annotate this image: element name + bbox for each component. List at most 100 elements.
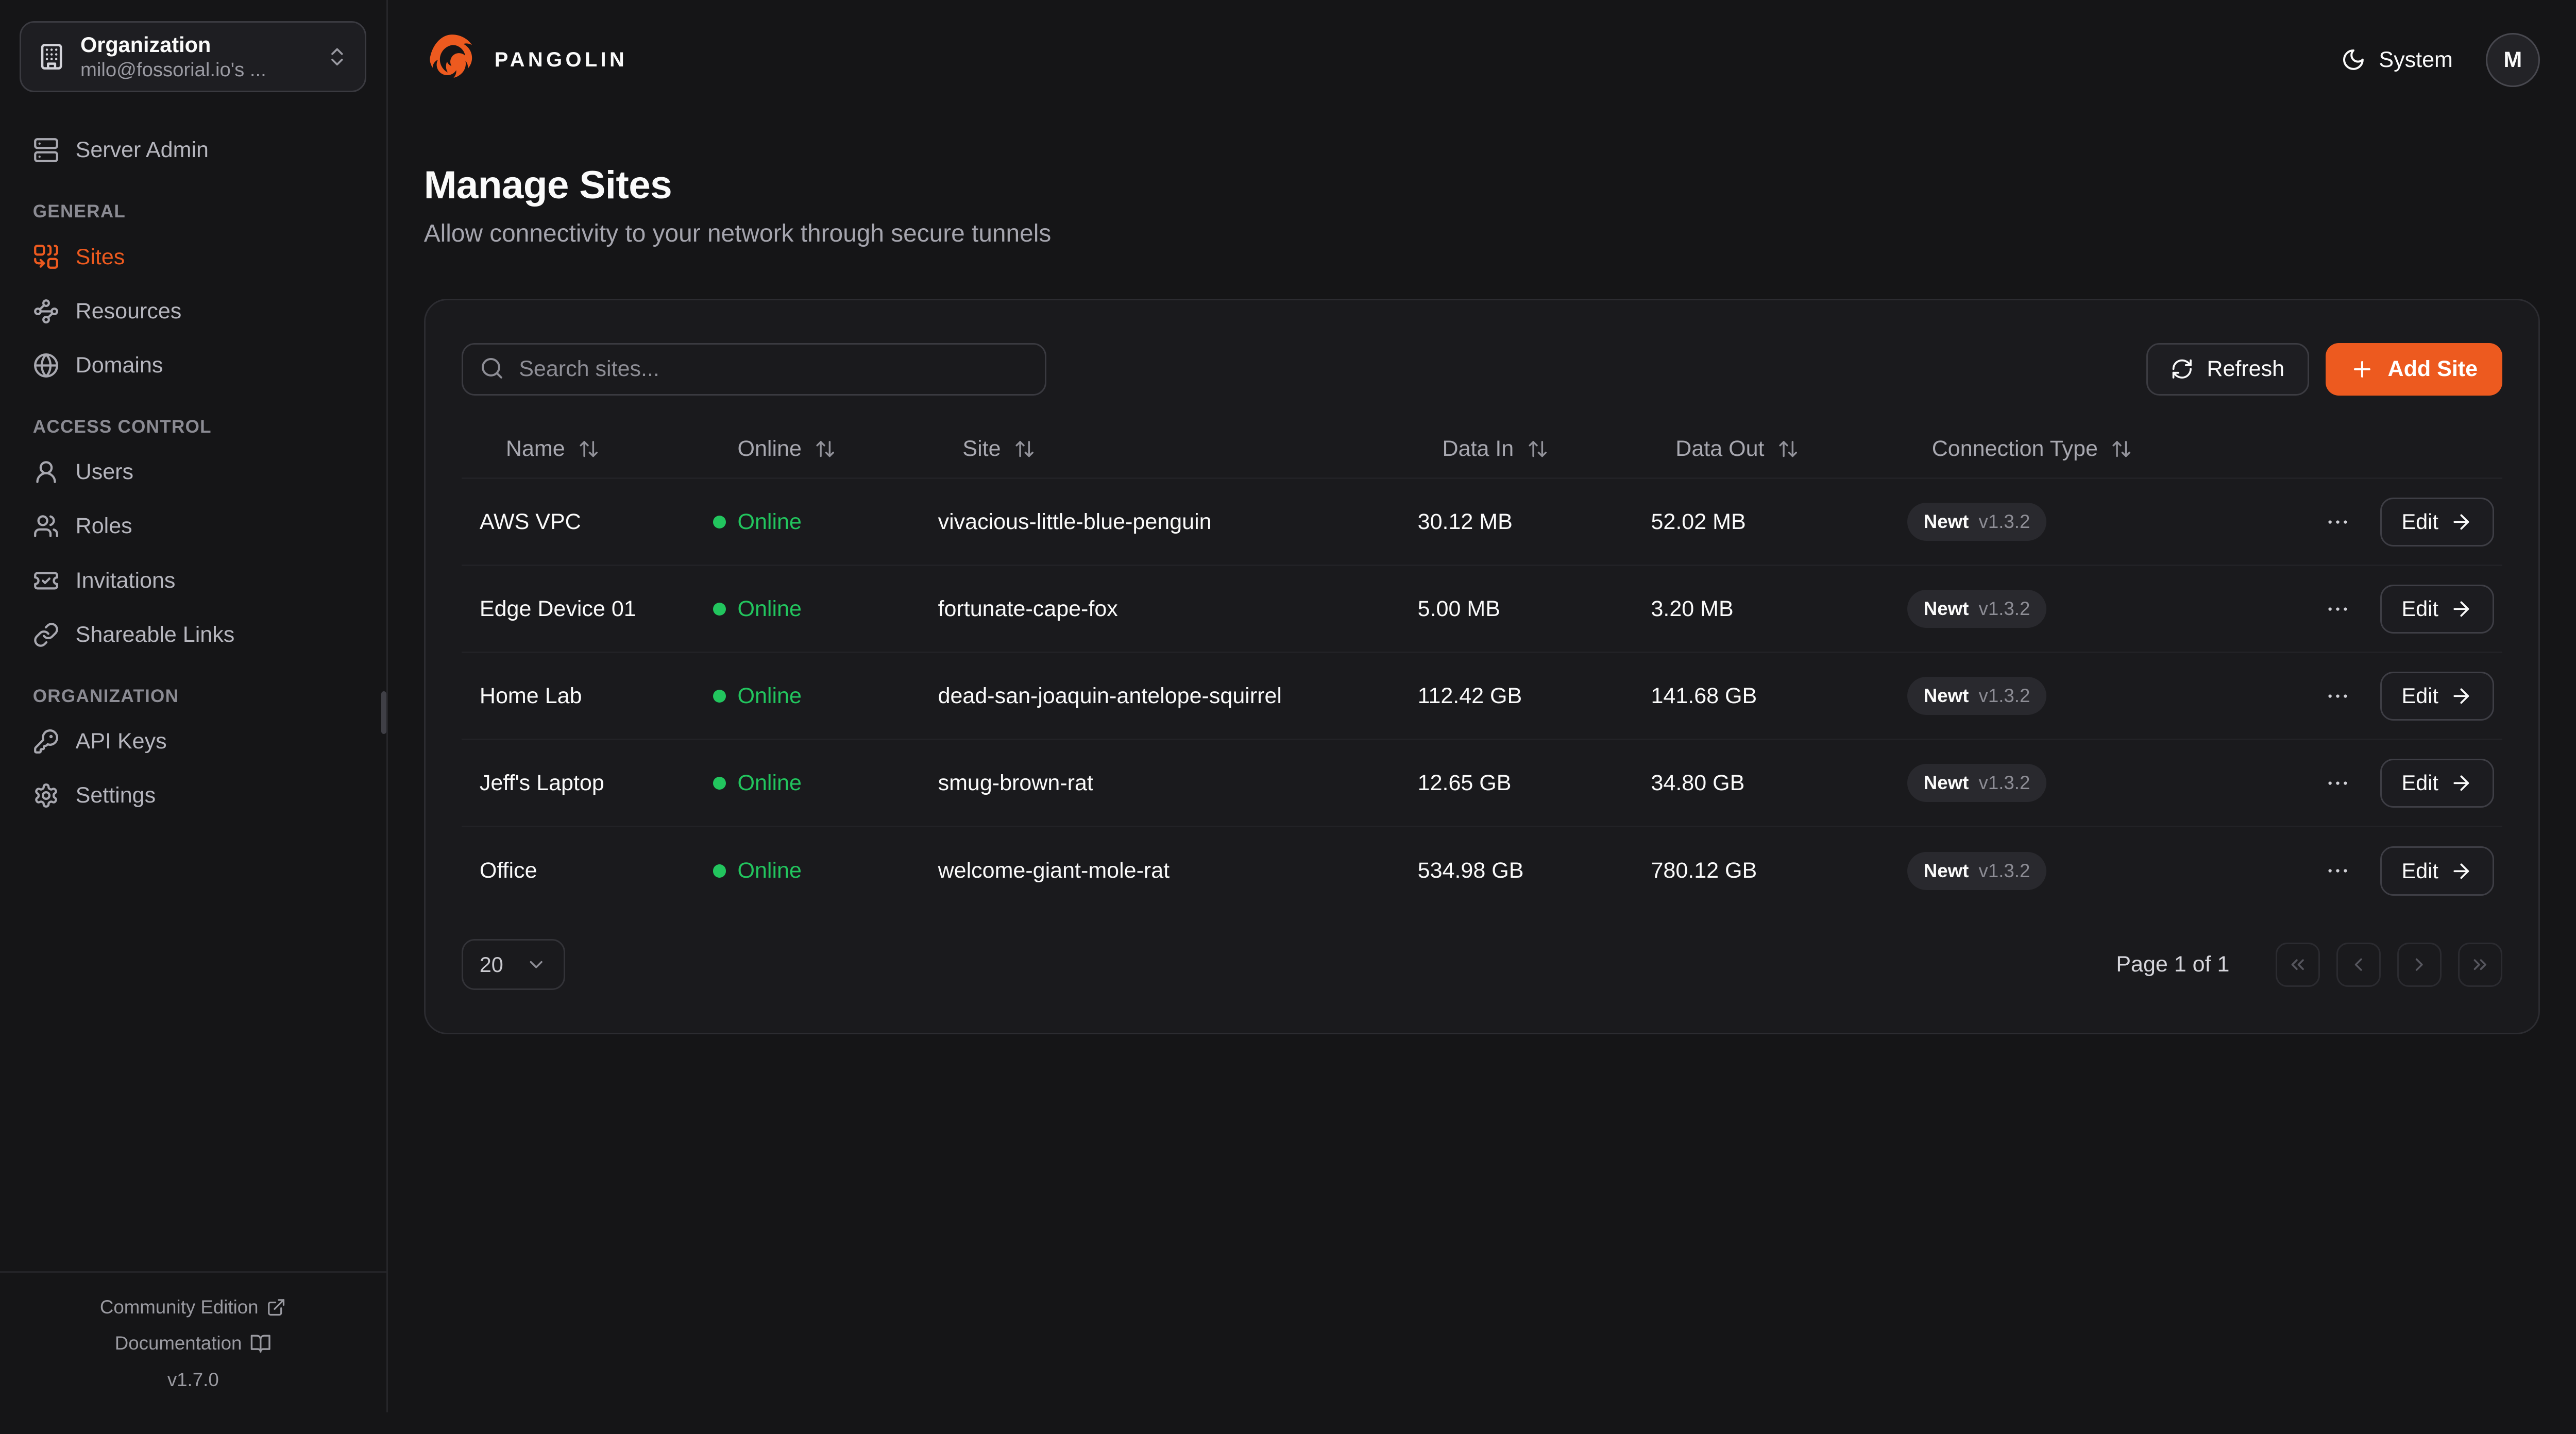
- data-in: 12.65 GB: [1417, 770, 1512, 795]
- sidebar-item-domains[interactable]: Domains: [20, 343, 366, 387]
- sidebar-item-label: Resources: [75, 298, 182, 323]
- add-site-button[interactable]: Add Site: [2325, 343, 2502, 396]
- ellipsis-icon: [2325, 858, 2351, 884]
- theme-toggle[interactable]: System: [2341, 47, 2453, 73]
- version-label: v1.7.0: [167, 1369, 219, 1390]
- edit-button[interactable]: Edit: [2380, 497, 2495, 547]
- org-selector[interactable]: Organization milo@fossorial.io's ...: [20, 21, 367, 92]
- data-out: 34.80 GB: [1651, 770, 1745, 795]
- last-page-button[interactable]: [2458, 942, 2502, 987]
- edit-button[interactable]: Edit: [2380, 846, 2495, 896]
- building-icon: [38, 43, 65, 71]
- users-icon: [33, 513, 59, 539]
- sidebar-item-label: Invitations: [75, 568, 176, 593]
- refresh-button[interactable]: Refresh: [2146, 343, 2309, 396]
- sidebar-item-invitations[interactable]: Invitations: [20, 558, 366, 603]
- sidebar-item-resources[interactable]: Resources: [20, 289, 366, 333]
- column-header-site[interactable]: Site: [938, 436, 1418, 462]
- edit-button[interactable]: Edit: [2380, 758, 2495, 808]
- ellipsis-icon: [2325, 770, 2351, 796]
- avatar[interactable]: M: [2485, 32, 2540, 87]
- brand-name: PANGOLIN: [494, 48, 628, 71]
- next-page-button[interactable]: [2397, 942, 2442, 987]
- sidebar-nav: Server Admin GENERAL Sites Resources Domains…: [20, 128, 366, 828]
- sidebar-section-general: GENERAL Sites Resources Domains: [20, 195, 366, 387]
- column-header-online[interactable]: Online: [713, 436, 938, 462]
- card-toolbar: Refresh Add Site: [461, 343, 2502, 396]
- row-menu-button[interactable]: [2321, 679, 2354, 712]
- sidebar-item-sites[interactable]: Sites: [20, 235, 366, 279]
- connection-version: v1.3.2: [1978, 685, 2030, 707]
- server-icon: [33, 137, 59, 163]
- page-summary: Page 1 of 1: [2116, 952, 2230, 977]
- sidebar-item-label: Sites: [75, 244, 125, 269]
- arrow-right-icon: [2450, 685, 2473, 708]
- connection-badge: Newt v1.3.2: [1907, 764, 2047, 803]
- sidebar-scrollbar-thumb[interactable]: [381, 691, 386, 735]
- ellipsis-icon: [2325, 596, 2351, 622]
- documentation-link[interactable]: Documentation: [20, 1325, 366, 1361]
- sidebar: Organization milo@fossorial.io's ... Ser…: [0, 0, 388, 1413]
- row-menu-button[interactable]: [2321, 592, 2354, 625]
- page-size-select[interactable]: 20: [461, 939, 565, 991]
- table-row: Office Online welcome-giant-mole-rat 534.98…: [462, 827, 2502, 914]
- site-slug: smug-brown-rat: [938, 770, 1093, 795]
- online-label: Online: [737, 596, 802, 621]
- column-header-connection-type[interactable]: Connection Type: [1907, 436, 2321, 462]
- table-row: Home Lab Online dead-san-joaquin-antelope-…: [461, 653, 2502, 741]
- site-slug: dead-san-joaquin-antelope-squirrel: [938, 683, 1282, 708]
- search-input[interactable]: [461, 343, 1047, 396]
- column-header-data-out[interactable]: Data Out: [1651, 436, 1907, 462]
- sort-icon: [578, 438, 599, 459]
- prev-page-button[interactable]: [2336, 942, 2381, 987]
- page-title: Manage Sites: [423, 163, 672, 207]
- sidebar-item-label: Server Admin: [75, 138, 209, 163]
- sidebar-section-title: ORGANIZATION: [32, 686, 179, 706]
- sidebar-section-organization: ORGANIZATION API Keys Settings: [20, 680, 366, 818]
- page-subtitle: Allow connectivity to your network throu…: [423, 219, 1052, 247]
- sidebar-section-title: GENERAL: [32, 201, 126, 222]
- row-menu-button[interactable]: [2321, 855, 2354, 887]
- community-edition-link[interactable]: Community Edition: [20, 1289, 366, 1325]
- connection-version: v1.3.2: [1978, 598, 2030, 620]
- row-menu-button[interactable]: [2321, 766, 2354, 799]
- online-dot: [713, 864, 726, 878]
- column-header-name[interactable]: Name: [462, 436, 713, 462]
- search-wrap: [461, 343, 1047, 396]
- ellipsis-icon: [2325, 509, 2351, 535]
- connection-version: v1.3.2: [1978, 860, 2030, 881]
- first-page-button[interactable]: [2275, 942, 2320, 987]
- table-row: Jeff's Laptop Online smug-brown-rat 12.65 G…: [461, 740, 2502, 828]
- chevrons-right-icon: [2469, 954, 2490, 975]
- arrow-right-icon: [2450, 598, 2473, 621]
- site-name: AWS VPC: [479, 509, 581, 534]
- sidebar-item-api-keys[interactable]: API Keys: [20, 720, 366, 764]
- site-name: Jeff's Laptop: [479, 770, 604, 795]
- column-header-data-in[interactable]: Data In: [1418, 436, 1651, 462]
- connection-type: Newt: [1923, 772, 1969, 794]
- sidebar-item-label: Domains: [75, 352, 163, 378]
- community-edition-label: Community Edition: [99, 1296, 259, 1318]
- connection-badge: Newt v1.3.2: [1907, 677, 2047, 715]
- chevrons-left-icon: [2287, 954, 2308, 975]
- online-status: Online: [713, 858, 938, 883]
- edit-button[interactable]: Edit: [2380, 671, 2495, 721]
- sidebar-item-settings[interactable]: Settings: [20, 774, 366, 818]
- theme-label: System: [2379, 47, 2453, 72]
- sidebar-item-users[interactable]: Users: [20, 450, 366, 494]
- online-dot: [713, 776, 726, 790]
- moon-icon: [2341, 47, 2366, 72]
- sidebar-item-server-admin[interactable]: Server Admin: [20, 128, 366, 173]
- site-slug: vivacious-little-blue-penguin: [938, 509, 1212, 534]
- online-status: Online: [713, 684, 938, 709]
- arrow-right-icon: [2450, 772, 2473, 795]
- sidebar-item-shareable-links[interactable]: Shareable Links: [20, 612, 366, 657]
- key-icon: [33, 728, 59, 755]
- chevron-down-icon: [526, 954, 547, 975]
- sidebar-item-label: API Keys: [75, 729, 167, 754]
- edit-button[interactable]: Edit: [2380, 584, 2495, 634]
- sidebar-item-roles[interactable]: Roles: [20, 504, 366, 549]
- sidebar-footer: Community Edition Documentation v1.7.0: [0, 1271, 386, 1412]
- row-menu-button[interactable]: [2321, 505, 2354, 538]
